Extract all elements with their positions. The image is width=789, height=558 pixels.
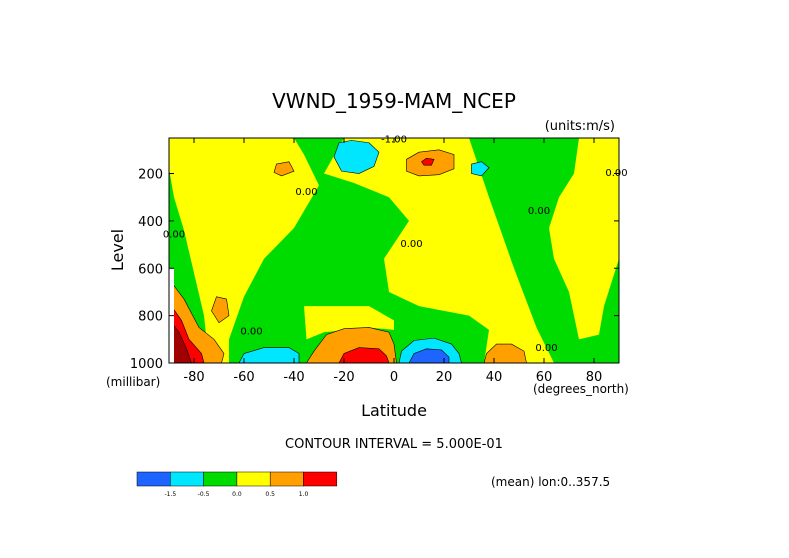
legend-label: 0.5	[265, 491, 275, 498]
y-tick-label: 400	[138, 215, 163, 230]
plot-area: -1.000.000.000.000.000.000.000.00	[163, 135, 628, 364]
x-tick-label: 20	[436, 370, 453, 385]
x-tick-label: -80	[183, 370, 204, 385]
x-tick-label: 60	[536, 370, 553, 385]
contour-region-positive-peak	[421, 157, 435, 166]
x-tick-label: 0	[390, 370, 398, 385]
contour-region-negative-weak	[471, 161, 490, 177]
x-tick-label: 40	[486, 370, 503, 385]
contour-band-positive	[304, 306, 394, 340]
contour-band-positive	[169, 138, 319, 363]
legend-swatch	[136, 471, 171, 487]
y-units-label: (millibar)	[106, 375, 160, 389]
y-axis: 200 400 600 800 1000	[130, 168, 619, 372]
legend-swatch	[170, 471, 204, 487]
legend-swatch	[303, 471, 338, 487]
x-tick-label: -60	[233, 370, 254, 385]
contour-region-positive-west-small	[211, 296, 230, 324]
chart-title: VWND_1959-MAM_NCEP	[272, 89, 516, 113]
color-legend: -1.5 -0.5 0.0 0.5 1.0	[136, 471, 338, 498]
legend-label: 0.0	[232, 491, 242, 498]
x-tick-label: 80	[586, 370, 603, 385]
x-axis-label: Latitude	[361, 401, 427, 420]
contour-label: 0.00	[400, 239, 422, 250]
contour-label: 0.00	[535, 343, 557, 354]
units-label: (units:m/s)	[545, 119, 615, 134]
contour-label: 0.00	[240, 327, 262, 338]
x-tick-label: -20	[333, 370, 354, 385]
legend-swatch	[269, 471, 304, 487]
contour-band-positive	[324, 138, 554, 363]
contour-interval-note: CONTOUR INTERVAL = 5.000E-01	[285, 437, 503, 452]
y-tick-label: 800	[138, 310, 163, 325]
contour-label: 0.00	[295, 187, 317, 198]
legend-swatch	[236, 471, 271, 487]
contour-region-negative-strong	[333, 140, 380, 174]
contour-label: 0.00	[163, 229, 185, 240]
contour-label: 0.00	[528, 206, 550, 217]
x-tick-label: -40	[283, 370, 304, 385]
y-axis-label: Level	[108, 229, 127, 271]
legend-label: -0.5	[198, 491, 210, 498]
y-tick-label: 1000	[130, 357, 163, 372]
legend-label: 1.0	[299, 491, 309, 498]
y-tick-label: 600	[138, 262, 163, 277]
x-axis: -80 -60 -40 -20 0 20 40 60 80	[183, 138, 602, 385]
y-tick-label: 200	[138, 168, 163, 183]
legend-swatch	[203, 471, 238, 487]
mean-note: (mean) lon:0..357.5	[491, 475, 610, 489]
legend-label: -1.5	[164, 491, 176, 498]
contour-region-positive-small	[273, 161, 295, 177]
contour-fills	[169, 138, 619, 364]
contour-band-positive	[549, 138, 619, 340]
x-units-label: (degrees_north)	[533, 382, 629, 396]
